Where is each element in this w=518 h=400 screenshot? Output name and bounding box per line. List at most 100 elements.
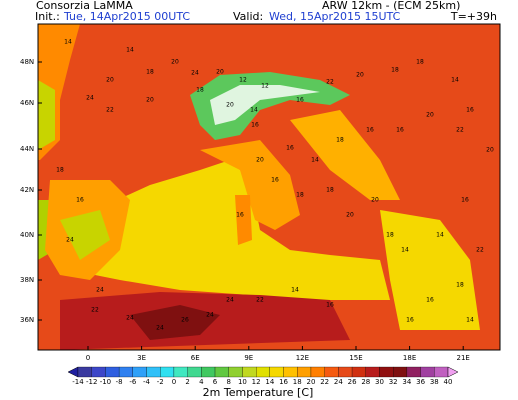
colorbar-bin — [420, 366, 435, 378]
lon-label: 6E — [191, 354, 200, 362]
colorbar-label: -4 — [143, 378, 151, 386]
station-value: 22 — [256, 297, 264, 304]
station-value: 20 — [256, 157, 264, 164]
station-value: 26 — [181, 317, 189, 324]
station-value: 20 — [356, 72, 364, 79]
sea — [70, 160, 390, 300]
colorbar-bin — [269, 366, 284, 378]
station-value: 20 — [371, 197, 379, 204]
colorbar-label: 32 — [389, 378, 398, 386]
init-label: Init.: — [35, 10, 60, 23]
station-value: 22 — [456, 127, 464, 134]
station-value: 16 — [326, 302, 334, 309]
station-value: 14 — [64, 39, 72, 46]
colorbar-label: -6 — [129, 378, 137, 386]
station-value: 22 — [91, 307, 99, 314]
station-value: 22 — [326, 79, 334, 86]
lon-label: 9E — [244, 354, 253, 362]
colorbar-label: 22 — [320, 378, 329, 386]
lat-label: 44N — [20, 145, 34, 153]
station-value: 18 — [386, 232, 394, 239]
header-title: Consorzia LaMMA — [36, 0, 133, 12]
lon-label: 18E — [403, 354, 416, 362]
station-value: 24 — [156, 325, 164, 332]
lon-label: 21E — [457, 354, 470, 362]
colorbar-bin — [393, 366, 408, 378]
station-value: 18 — [416, 59, 424, 66]
station-value: 24 — [191, 70, 199, 77]
colorbar-bin — [91, 366, 106, 378]
station-value: 16 — [466, 107, 474, 114]
station-value: 20 — [216, 69, 224, 76]
station-value: 24 — [126, 315, 134, 322]
init-value: Tue, 14Apr2015 00UTC — [63, 10, 190, 23]
alps-snow — [210, 85, 320, 125]
station-value: 20 — [426, 112, 434, 119]
colorbar-bin — [160, 366, 175, 378]
station-value: 16 — [271, 177, 279, 184]
colorbar-bin — [187, 366, 202, 378]
colorbar-bin — [132, 366, 147, 378]
station-value: 14 — [311, 157, 319, 164]
station-value: 14 — [451, 77, 459, 84]
colorbar-label: 10 — [238, 378, 247, 386]
sea — [290, 110, 400, 200]
station-value: 18 — [336, 137, 344, 144]
colorbar-label: 6 — [213, 378, 218, 386]
colorbar-bin — [118, 366, 133, 378]
lat-label: 48N — [20, 58, 34, 66]
colorbar-label: 4 — [199, 378, 204, 386]
station-value: 18 — [56, 167, 64, 174]
colorbar-label: -14 — [72, 378, 84, 386]
station-value: 14 — [291, 287, 299, 294]
colorbar-label: 2 — [185, 378, 189, 386]
station-labels: 14 14 20 18 20 24 22 20 18 24 20 12 12 14 20 16 16 22 20 18… — [56, 39, 494, 332]
station-value: 14 — [250, 107, 258, 114]
station-value: 16 — [296, 97, 304, 104]
station-value: 18 — [326, 187, 334, 194]
lon-label: 3E — [137, 354, 146, 362]
lat-label: 36N — [20, 316, 34, 324]
colorbar-label: 38 — [430, 378, 439, 386]
station-value: 20 — [171, 59, 179, 66]
valid-label: Valid: — [233, 10, 263, 23]
station-value: 14 — [401, 247, 409, 254]
station-value: 22 — [476, 247, 484, 254]
lon-label: 12E — [296, 354, 309, 362]
colorbar-bin — [351, 366, 366, 378]
station-value: 20 — [486, 147, 494, 154]
colorbar-bin — [297, 366, 312, 378]
colorbar-label: -8 — [116, 378, 123, 386]
station-value: 20 — [106, 77, 114, 84]
station-value: 16 — [236, 212, 244, 219]
colorbar-bin — [379, 366, 394, 378]
colorbar-label: 34 — [402, 378, 411, 386]
lat-label: 40N — [20, 231, 34, 239]
colorbar-bin — [105, 366, 120, 378]
alps — [190, 72, 350, 140]
station-value: 18 — [196, 87, 204, 94]
map-frame — [37, 23, 501, 351]
colorbar-label: 20 — [307, 378, 316, 386]
colorbar-title: 2m Temperature [C] — [203, 386, 314, 399]
station-value: 24 — [96, 287, 104, 294]
colorbar-label: 26 — [348, 378, 357, 386]
colorbar-bin — [255, 366, 271, 378]
colorbar-label: -10 — [100, 378, 111, 386]
colorbar-label: 14 — [265, 378, 274, 386]
colorbar-bin — [406, 366, 421, 378]
map-area — [37, 23, 501, 351]
colorbar-bin — [77, 366, 92, 378]
station-value: 20 — [146, 97, 154, 104]
station-value: 16 — [396, 127, 404, 134]
sea — [200, 140, 300, 230]
colorbar-bin — [228, 366, 243, 378]
forecast-step: T=+39h — [450, 10, 497, 23]
station-value: 14 — [436, 232, 444, 239]
colorbar-bin — [242, 366, 257, 378]
sea — [380, 210, 480, 330]
station-value: 18 — [296, 192, 304, 199]
colorbar-label: -12 — [86, 378, 97, 386]
colorbar-bin — [201, 366, 216, 378]
station-value: 24 — [226, 297, 234, 304]
